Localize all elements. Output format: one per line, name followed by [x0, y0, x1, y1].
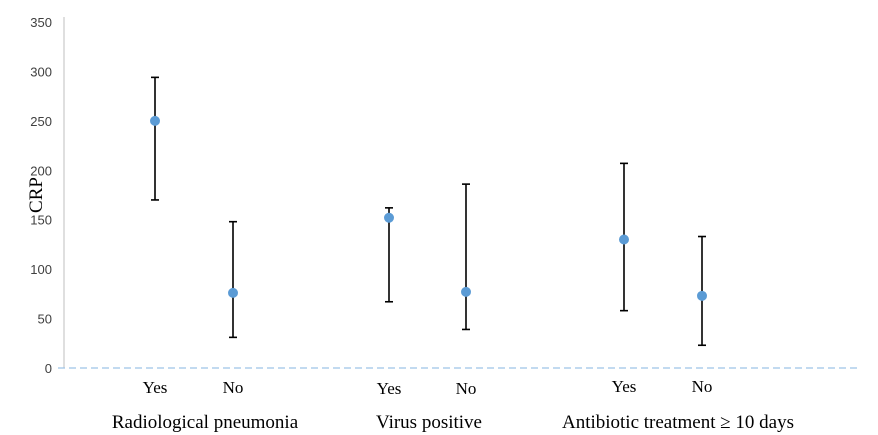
- data-point: [384, 212, 394, 223]
- error-bar: [462, 183, 470, 331]
- y-tick-label: 150: [30, 213, 52, 228]
- group-label: Antibiotic treatment ≥ 10 days: [562, 412, 794, 433]
- data-point: [150, 115, 160, 126]
- error-bar: [229, 220, 237, 339]
- y-tick-label: 50: [38, 312, 52, 327]
- y-axis-title: CRP: [26, 177, 47, 213]
- error-bars: [151, 76, 706, 347]
- category-label: No: [692, 377, 713, 396]
- y-tick-label: 350: [30, 15, 52, 30]
- error-bar: [385, 207, 393, 303]
- data-point: [619, 234, 629, 245]
- y-tick-label: 200: [30, 163, 52, 178]
- category-label: No: [223, 378, 244, 397]
- data-point: [461, 286, 471, 297]
- group-label: Radiological pneumonia: [112, 412, 299, 433]
- category-labels: Yes No Yes No Yes No: [143, 377, 713, 398]
- category-label: Yes: [143, 378, 168, 397]
- category-label: Yes: [612, 377, 637, 396]
- data-points: [150, 115, 707, 301]
- data-point: [228, 287, 238, 298]
- category-label: Yes: [377, 379, 402, 398]
- group-labels: Radiological pneumonia Virus positive Anti…: [112, 412, 794, 433]
- error-bar: [151, 76, 159, 201]
- group-label: Virus positive: [376, 412, 482, 433]
- y-tick-label: 100: [30, 262, 52, 277]
- y-tick-label: 250: [30, 114, 52, 129]
- y-tick-label: 0: [45, 361, 52, 376]
- data-point: [697, 290, 707, 301]
- y-ticks: 0 50 100 150 200 250 300 350: [30, 15, 52, 376]
- category-label: No: [456, 379, 477, 398]
- y-tick-label: 300: [30, 64, 52, 79]
